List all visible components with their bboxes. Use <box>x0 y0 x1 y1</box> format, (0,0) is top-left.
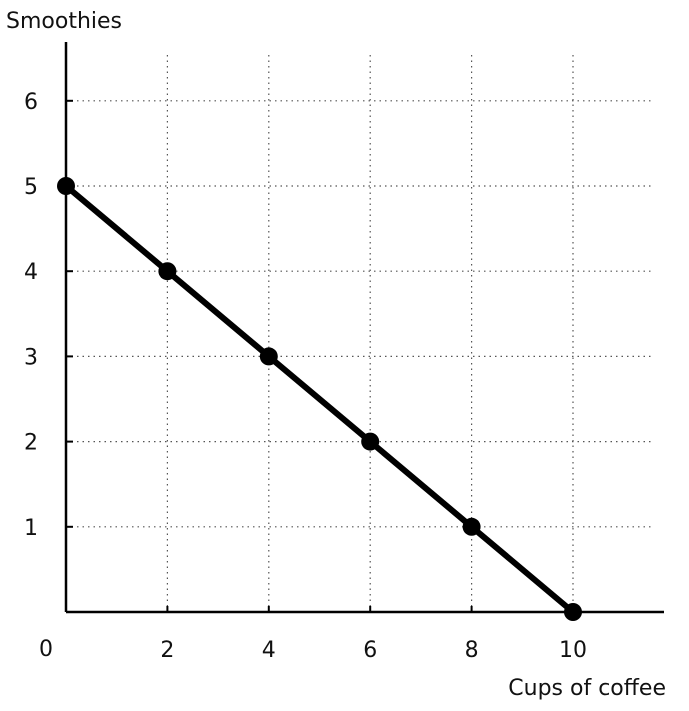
y-tick-label: 3 <box>24 345 38 370</box>
y-tick-label: 4 <box>24 260 38 285</box>
y-tick-label: 6 <box>24 90 38 115</box>
data-point <box>564 603 582 621</box>
x-tick-label: 4 <box>262 638 276 663</box>
grid-lines <box>66 53 655 612</box>
y-axis-title: Smoothies <box>6 9 122 34</box>
data-point <box>57 177 75 195</box>
series <box>57 177 582 621</box>
data-point <box>259 347 278 366</box>
x-tick-label: 8 <box>465 638 479 663</box>
data-point <box>361 432 380 451</box>
x-axis-title: Cups of coffee <box>508 676 666 701</box>
y-tick-label: 1 <box>24 516 38 541</box>
data-point <box>462 517 481 536</box>
data-point <box>158 262 177 281</box>
x-tick-label: 6 <box>363 638 377 663</box>
origin-label: 0 <box>39 637 53 662</box>
x-tick-label: 10 <box>559 638 587 663</box>
y-tick-label: 2 <box>24 431 38 456</box>
axes <box>64 42 664 614</box>
x-tick-label: 2 <box>160 638 174 663</box>
y-tick-label: 5 <box>24 175 38 200</box>
series-line <box>63 183 576 615</box>
